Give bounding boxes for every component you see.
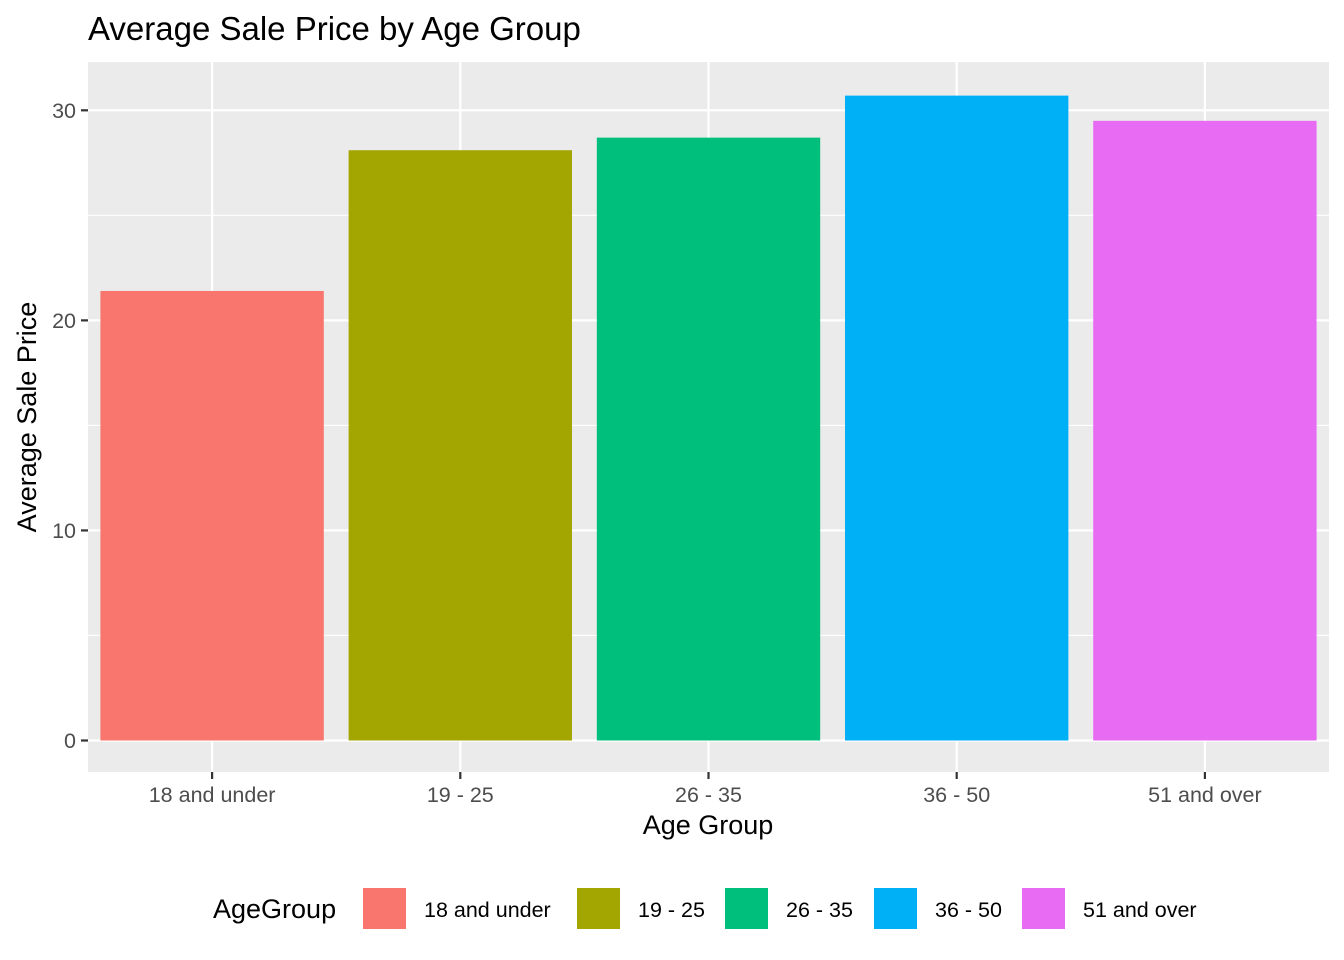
legend-label: 19 - 25 xyxy=(638,898,705,922)
bar-3 xyxy=(596,137,821,741)
legend-items: 18 and under 19 - 25 26 - 35 36 - 50 51 and … xyxy=(363,888,1197,929)
y-axis: 0 10 20 30 xyxy=(52,99,88,753)
chart-title: Average Sale Price by Age Group xyxy=(88,10,581,47)
x-tick-label: 19 - 25 xyxy=(427,783,494,807)
x-tick-label: 26 - 35 xyxy=(675,783,742,807)
bar-2 xyxy=(348,150,572,741)
legend-label: 51 and over xyxy=(1083,898,1197,922)
bar-1 xyxy=(100,290,324,741)
x-axis-title: Age Group xyxy=(643,810,774,840)
x-axis: 18 and under 19 - 25 26 - 35 36 - 50 51 and … xyxy=(149,772,1262,807)
legend: AgeGroup 18 and under 19 - 25 26 - 35 36 - … xyxy=(213,888,1197,929)
bar-5 xyxy=(1093,120,1317,741)
x-tick-label: 51 and over xyxy=(1148,783,1262,807)
y-tick-label: 20 xyxy=(52,309,76,333)
legend-key-3 xyxy=(725,888,768,929)
legend-title: AgeGroup xyxy=(213,894,336,924)
bar-4 xyxy=(845,95,1069,741)
x-tick-label: 36 - 50 xyxy=(923,783,990,807)
legend-key-5 xyxy=(1022,888,1065,929)
y-axis-title: Average Sale Price xyxy=(12,302,42,533)
legend-key-2 xyxy=(577,888,620,929)
legend-key-1 xyxy=(363,888,406,929)
legend-key-4 xyxy=(874,888,917,929)
legend-label: 36 - 50 xyxy=(935,898,1002,922)
bars xyxy=(100,95,1317,741)
y-tick-label: 0 xyxy=(64,729,76,753)
legend-label: 18 and under xyxy=(424,898,551,922)
x-tick-label: 18 and under xyxy=(149,783,276,807)
y-tick-label: 10 xyxy=(52,519,76,543)
legend-label: 26 - 35 xyxy=(786,898,853,922)
y-tick-label: 30 xyxy=(52,99,76,123)
